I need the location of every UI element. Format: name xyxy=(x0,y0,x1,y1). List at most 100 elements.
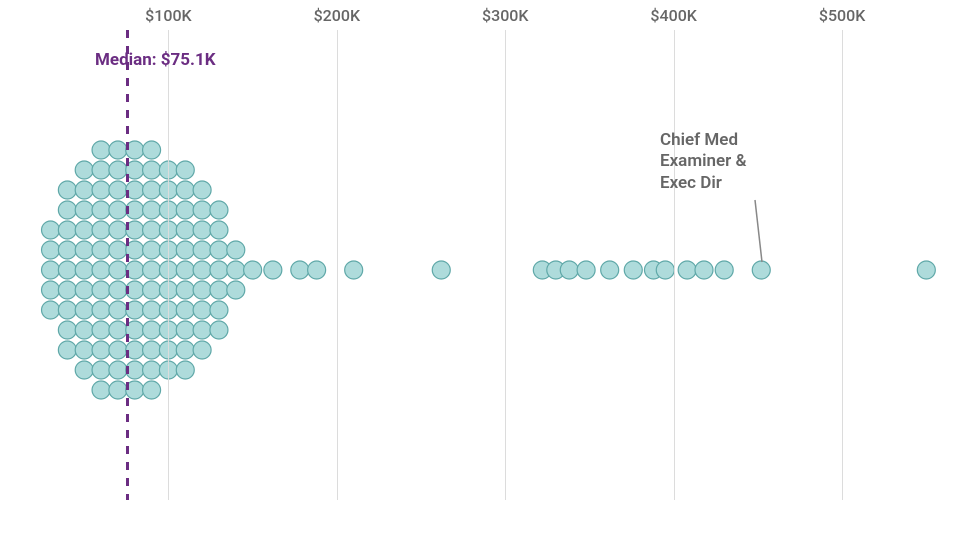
data-point xyxy=(432,261,450,279)
data-point xyxy=(109,141,127,159)
data-point xyxy=(291,261,309,279)
data-point xyxy=(75,181,93,199)
data-point xyxy=(92,361,110,379)
gridline xyxy=(674,30,675,500)
data-point xyxy=(109,201,127,219)
data-point xyxy=(92,221,110,239)
data-point xyxy=(193,301,211,319)
data-point xyxy=(58,301,76,319)
data-point xyxy=(345,261,363,279)
median-line xyxy=(126,30,129,500)
data-point xyxy=(227,281,245,299)
data-point xyxy=(42,281,60,299)
data-point xyxy=(75,281,93,299)
data-point xyxy=(58,181,76,199)
dot-layer xyxy=(0,0,960,540)
data-point xyxy=(227,241,245,259)
data-point xyxy=(210,221,228,239)
axis-tick-label: $300K xyxy=(482,6,528,25)
annotation-leader-line xyxy=(755,200,762,262)
data-point xyxy=(92,161,110,179)
data-point xyxy=(176,161,194,179)
data-point xyxy=(193,181,211,199)
data-point xyxy=(176,341,194,359)
data-point xyxy=(193,321,211,339)
data-point xyxy=(176,261,194,279)
data-point xyxy=(143,141,161,159)
data-point xyxy=(92,321,110,339)
data-point xyxy=(143,241,161,259)
data-point xyxy=(42,261,60,279)
data-point xyxy=(109,361,127,379)
data-point xyxy=(143,181,161,199)
data-point xyxy=(143,321,161,339)
data-point xyxy=(109,161,127,179)
data-point xyxy=(92,181,110,199)
data-point xyxy=(75,261,93,279)
data-point xyxy=(210,301,228,319)
data-point xyxy=(176,281,194,299)
data-point xyxy=(92,281,110,299)
gridline xyxy=(842,30,843,500)
data-point xyxy=(109,321,127,339)
data-point xyxy=(109,221,127,239)
data-point xyxy=(58,341,76,359)
data-point xyxy=(143,341,161,359)
data-point xyxy=(109,381,127,399)
axis-tick-label: $400K xyxy=(650,6,696,25)
data-point xyxy=(193,221,211,239)
data-point xyxy=(109,281,127,299)
data-point xyxy=(176,181,194,199)
gridline xyxy=(337,30,338,500)
data-point xyxy=(695,261,713,279)
data-point xyxy=(109,261,127,279)
data-point xyxy=(109,301,127,319)
data-point xyxy=(143,161,161,179)
data-point xyxy=(143,381,161,399)
data-point xyxy=(75,221,93,239)
data-point xyxy=(92,301,110,319)
data-point xyxy=(92,341,110,359)
data-point xyxy=(227,261,245,279)
data-point xyxy=(193,241,211,259)
data-point xyxy=(143,221,161,239)
data-point xyxy=(210,281,228,299)
data-point xyxy=(143,301,161,319)
data-point xyxy=(176,361,194,379)
data-point xyxy=(917,261,935,279)
data-point xyxy=(143,281,161,299)
data-point xyxy=(42,301,60,319)
data-point xyxy=(58,281,76,299)
median-label: Median: $75.1K xyxy=(95,50,216,70)
annotation-label: Chief Med Examiner & Exec Dir xyxy=(660,130,747,194)
data-point xyxy=(92,261,110,279)
data-point xyxy=(75,321,93,339)
data-point xyxy=(210,201,228,219)
data-point xyxy=(176,301,194,319)
data-point xyxy=(109,241,127,259)
data-point xyxy=(143,361,161,379)
data-point xyxy=(75,301,93,319)
data-point xyxy=(143,261,161,279)
data-point xyxy=(176,221,194,239)
data-point xyxy=(264,261,282,279)
data-point xyxy=(42,241,60,259)
data-point xyxy=(143,201,161,219)
data-point xyxy=(577,261,595,279)
data-point xyxy=(75,201,93,219)
data-point xyxy=(193,261,211,279)
data-point xyxy=(92,241,110,259)
data-point xyxy=(193,201,211,219)
data-point xyxy=(210,321,228,339)
gridline xyxy=(505,30,506,500)
data-point xyxy=(308,261,326,279)
axis-tick-label: $200K xyxy=(314,6,360,25)
data-point xyxy=(92,201,110,219)
axis-tick-label: $500K xyxy=(819,6,865,25)
data-point xyxy=(210,241,228,259)
data-point xyxy=(715,261,733,279)
data-point xyxy=(601,261,619,279)
data-point xyxy=(58,261,76,279)
data-point xyxy=(210,261,228,279)
data-point xyxy=(656,261,674,279)
